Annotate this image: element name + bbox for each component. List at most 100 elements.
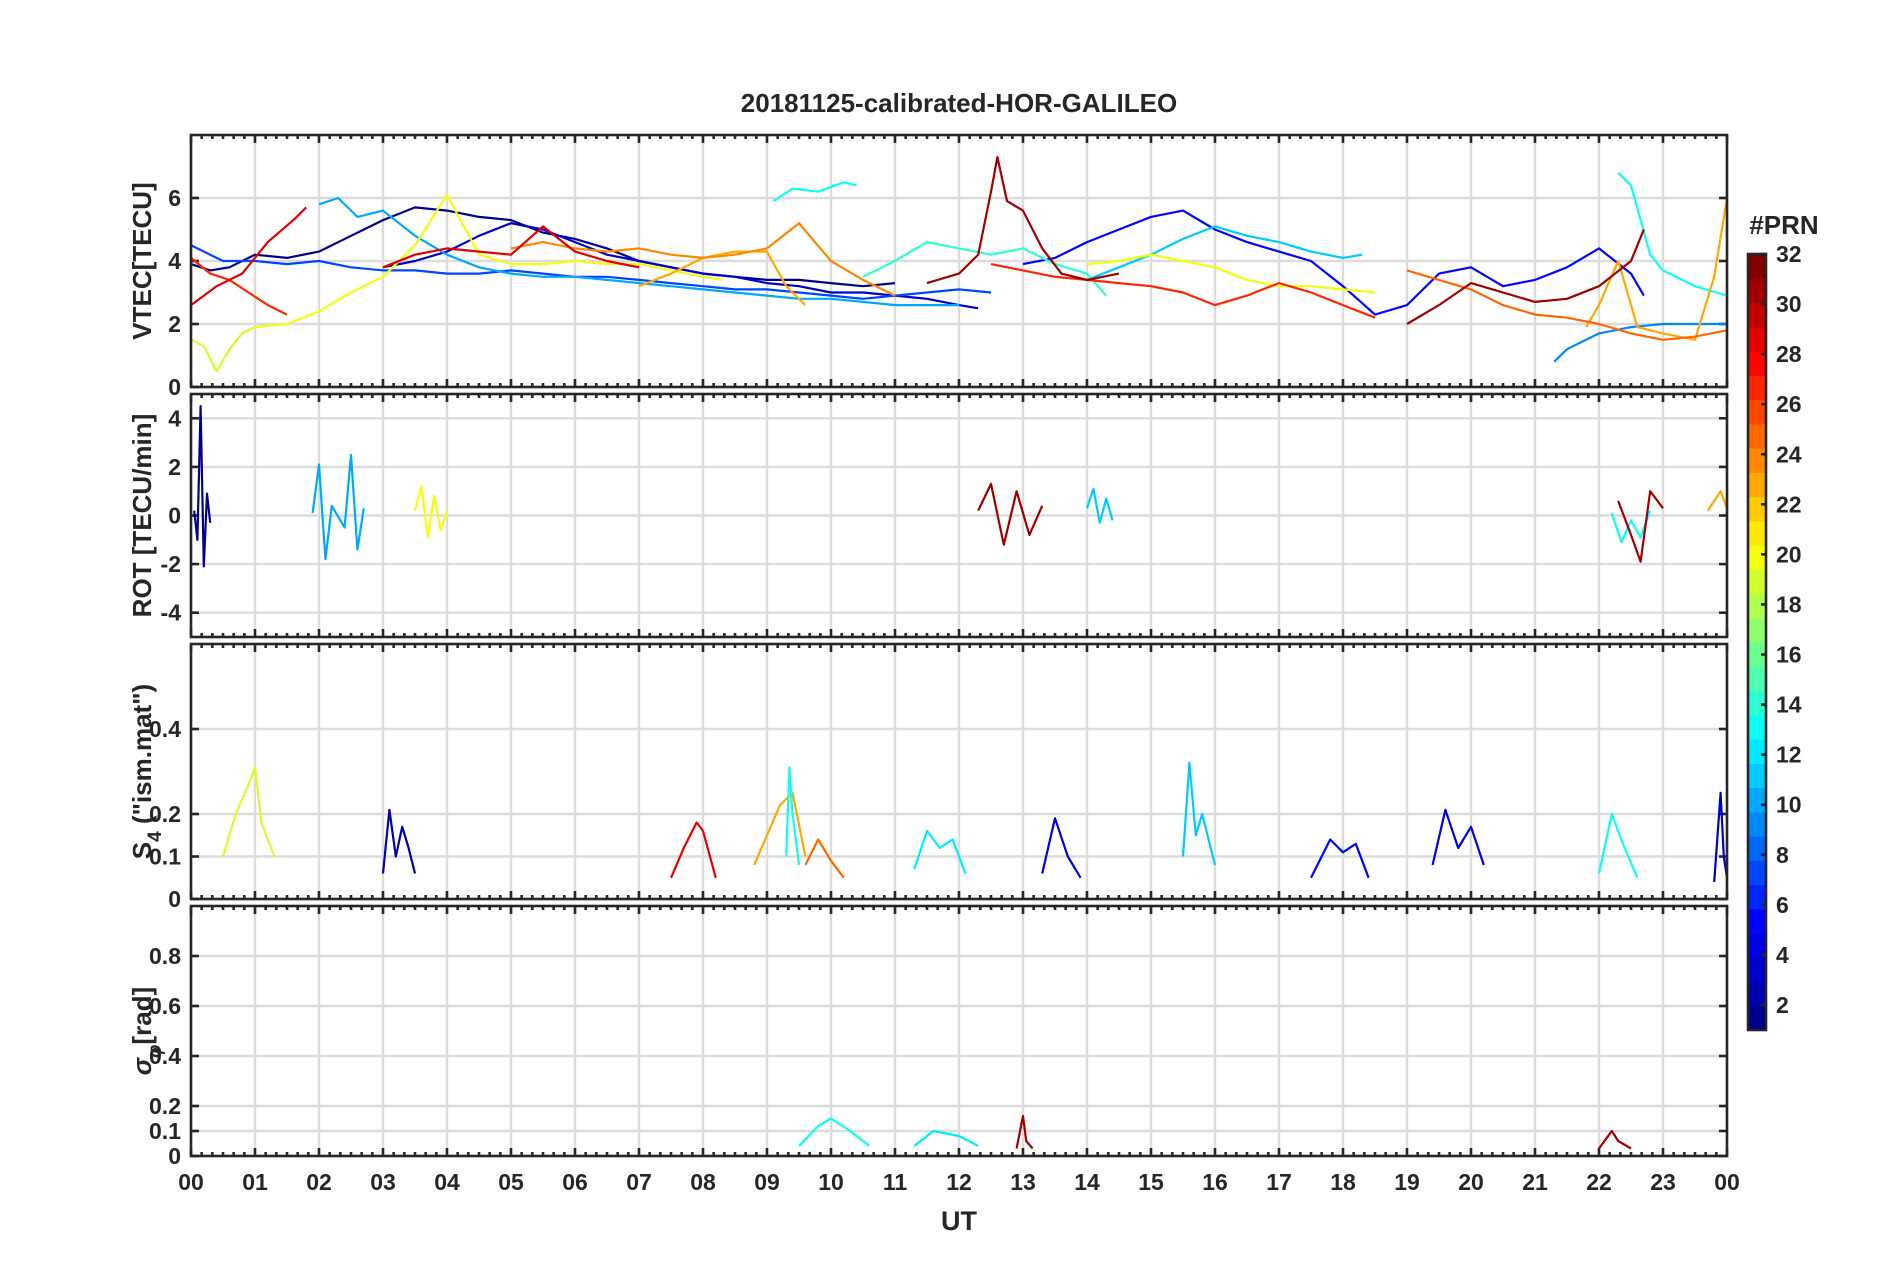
series-line-prn-13	[772, 181, 857, 203]
y-tick-label: 0.4	[149, 1043, 181, 1069]
x-tick-label: 13	[1010, 1169, 1036, 1195]
colorbar-band	[1748, 836, 1766, 861]
colorbar-tick-label: 30	[1776, 291, 1802, 317]
colorbar-band	[1748, 666, 1766, 692]
x-tick-label: 04	[434, 1169, 460, 1195]
y-axis-label-sub: φ	[145, 1045, 166, 1058]
series-line-prn-13	[1610, 510, 1652, 544]
colorbar-tick-label: 4	[1776, 942, 1789, 968]
panel-sigma: 00.10.2 0.4 0.6 0.8 σφ[rad]	[127, 904, 1729, 1169]
series-line-prn-11	[1085, 487, 1114, 524]
series-group	[221, 761, 1727, 883]
y-axis-label-main: σ	[127, 1056, 157, 1075]
x-tick-label: 23	[1650, 1169, 1676, 1195]
series-line-prn-14	[862, 241, 1108, 297]
series-line-prn-11	[1086, 225, 1363, 281]
y-tick-label: 0	[168, 374, 181, 400]
series-line-prn-23	[1706, 490, 1727, 512]
series-line-prn-20	[254, 193, 723, 329]
y-tick-label: 0	[168, 1143, 181, 1169]
y-axis-label: S4 ("ism.mat")	[127, 684, 166, 859]
y-tick-label: 4	[168, 405, 181, 431]
series-line-prn-31	[1617, 490, 1664, 563]
series-line-prn-3	[1713, 791, 1727, 883]
x-tick-label: 14	[1074, 1169, 1100, 1195]
series-line-prn-4	[1431, 808, 1485, 866]
y-tick-label: 0	[168, 886, 181, 912]
series-line-prn-19	[191, 326, 256, 373]
series-line-prn-23	[638, 250, 807, 306]
y-axis-label-main: S	[127, 842, 157, 859]
series-line-prn-13	[1597, 812, 1639, 879]
x-tick-label: 00	[1714, 1169, 1740, 1195]
panel-s4: 00.10.20.4S4 ("ism.mat")	[127, 642, 1729, 912]
x-tick-label: 22	[1586, 1169, 1612, 1195]
series-line-prn-29	[382, 225, 640, 269]
series-line-prn-31	[977, 482, 1044, 546]
x-tick-label: 17	[1266, 1169, 1292, 1195]
y-axis-label-sub: 4	[145, 831, 166, 842]
panel-frame	[189, 904, 1729, 1158]
x-tick-label: 08	[690, 1169, 716, 1195]
series-line-prn-5	[1022, 209, 1645, 316]
series-line-prn-10	[311, 453, 365, 561]
colorbar-band	[1748, 811, 1766, 837]
x-tick-label: 02	[306, 1169, 332, 1195]
y-tick-label: 2	[168, 454, 181, 480]
y-axis-label: σφ[rad]	[127, 987, 166, 1075]
x-tick-label: 16	[1202, 1169, 1228, 1195]
panel-rot: -4 -2 0 2 4 ROT [TECU/min]	[127, 392, 1729, 639]
colorbar-band	[1748, 1005, 1766, 1031]
y-tick-label: 4	[168, 248, 181, 274]
series-line-prn-27	[990, 263, 1376, 319]
colorbar-band	[1748, 302, 1766, 328]
colorbar-tick-label: 22	[1776, 491, 1802, 517]
colorbar-band	[1748, 981, 1766, 1007]
colorbar-band	[1748, 545, 1766, 570]
series-line-prn-7	[191, 244, 992, 300]
series-group	[193, 405, 1727, 568]
series-line-prn-1	[193, 405, 212, 568]
colorbar-band	[1748, 739, 1766, 764]
colorbar-band	[1748, 763, 1766, 789]
x-tick-label: 06	[562, 1169, 588, 1195]
series-line-prn-13	[785, 766, 801, 866]
colorbar-band	[1748, 399, 1766, 425]
colorbar-band	[1748, 448, 1766, 473]
x-tick-label: 21	[1522, 1169, 1548, 1195]
series-line-prn-24	[510, 222, 896, 297]
y-tick-label: 0.1	[149, 844, 181, 870]
x-tick-label: 19	[1394, 1169, 1420, 1195]
y-tick-label: 0.2	[149, 801, 181, 827]
x-tick-label: 20	[1458, 1169, 1484, 1195]
colorbar-band	[1748, 933, 1766, 958]
series-line-prn-13	[798, 1117, 871, 1147]
x-tick-label: 01	[242, 1169, 268, 1195]
y-tick-label: -4	[161, 600, 182, 626]
y-tick-label: 6	[168, 185, 181, 211]
colorbar-tick-label: 12	[1776, 742, 1802, 768]
series-line-prn-23	[753, 791, 807, 866]
series-line-prn-20	[1086, 253, 1376, 294]
colorbar-band	[1748, 375, 1766, 401]
series-line-prn-10	[318, 196, 959, 307]
x-tick-label: 03	[370, 1169, 396, 1195]
x-tick-label: 00	[178, 1169, 204, 1195]
x-tick-label: 18	[1330, 1169, 1356, 1195]
colorbar-tick-label: 10	[1776, 792, 1802, 818]
series-line-prn-29	[191, 206, 307, 306]
colorbar-band	[1748, 423, 1766, 449]
y-tick-label: 0.1	[149, 1118, 181, 1144]
colorbar-tick-label: 20	[1776, 541, 1802, 567]
colorbar-band	[1748, 326, 1766, 352]
colorbar-tick-label: 24	[1776, 441, 1802, 467]
colorbar-band	[1748, 593, 1766, 619]
series-line-prn-29	[669, 821, 717, 879]
series-line-prn-12	[913, 829, 967, 874]
series-line-prn-12	[913, 1129, 979, 1147]
x-tick-label: 10	[818, 1169, 844, 1195]
colorbar-tick-label: 6	[1776, 892, 1789, 918]
series-line-prn-31	[926, 156, 1120, 285]
